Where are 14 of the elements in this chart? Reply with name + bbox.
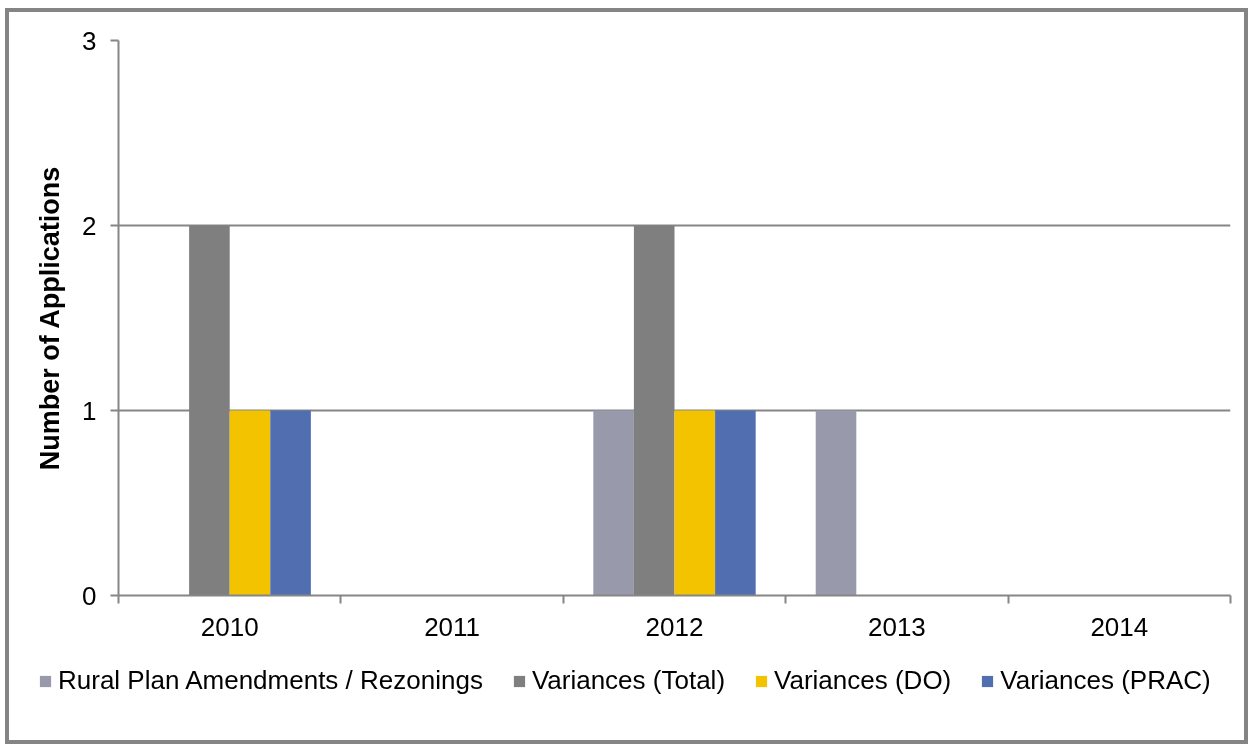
y-tick-label: 3 <box>82 25 97 56</box>
legend-label: Variances (Total) <box>531 665 726 696</box>
legend-label: Variances (DO) <box>774 665 952 696</box>
x-tick-label: 2010 <box>200 611 259 642</box>
x-tick-label: 2012 <box>645 611 704 642</box>
y-tick-label: 0 <box>82 580 97 611</box>
legend-label: Rural Plan Amendments / Rezonings <box>58 665 483 696</box>
x-tick-label: 2014 <box>1090 611 1149 642</box>
legend-label: Variances (PRAC) <box>1000 665 1211 696</box>
y-tick-label: 2 <box>82 210 97 241</box>
y-axis-title: Number of Applications <box>35 166 66 471</box>
y-tick-label: 1 <box>82 395 97 426</box>
x-tick-label: 2013 <box>867 611 926 642</box>
x-tick-label: 2011 <box>424 611 481 642</box>
